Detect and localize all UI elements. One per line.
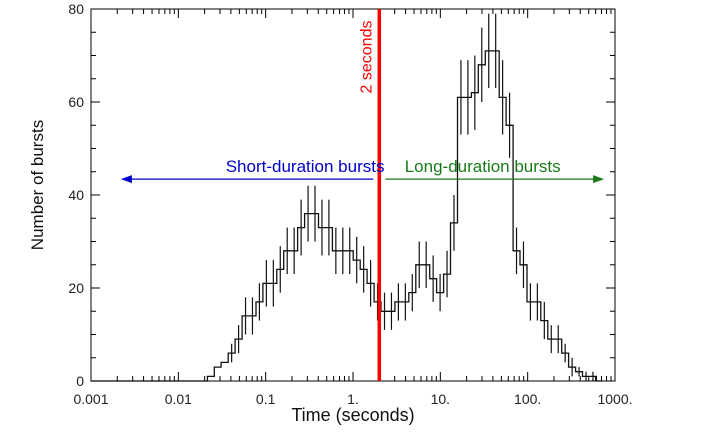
y-tick-label: 40	[68, 187, 84, 203]
x-tick-label: 1000.	[597, 391, 632, 407]
y-tick-label: 20	[68, 280, 84, 296]
x-axis-label: Time (seconds)	[291, 405, 414, 425]
y-tick-label: 60	[68, 94, 84, 110]
short-duration-label: Short-duration bursts	[226, 157, 385, 176]
x-tick-label: 0.1	[256, 391, 276, 407]
histogram-layer	[91, 50, 602, 382]
error-bars-layer	[231, 13, 594, 381]
long-duration-arrow-head	[593, 175, 605, 184]
plot-frame	[90, 8, 616, 382]
x-tick-label: 10.	[431, 391, 450, 407]
y-axis-label: Number of bursts	[28, 120, 47, 250]
y-tick-labels: 0 20 40 60 80	[68, 1, 84, 389]
x-minor-ticks	[90, 9, 612, 381]
two-second-divider-label: 2 seconds	[358, 21, 375, 94]
x-tick-label: 0.01	[165, 391, 192, 407]
y-minor-ticks	[91, 8, 615, 382]
y-tick-label: 80	[68, 1, 84, 17]
x-tick-label: 0.001	[73, 391, 108, 407]
x-tick-label: 1.	[347, 391, 359, 407]
x-tick-labels: 0.001 0.01 0.1 1. 10. 100. 1000.	[73, 391, 632, 407]
y-tick-label: 0	[76, 373, 84, 389]
histogram-step-line	[91, 50, 602, 382]
long-duration-label: Long-duration bursts	[405, 157, 561, 176]
short-duration-arrow-head	[120, 175, 132, 184]
x-tick-label: 100.	[514, 391, 541, 407]
